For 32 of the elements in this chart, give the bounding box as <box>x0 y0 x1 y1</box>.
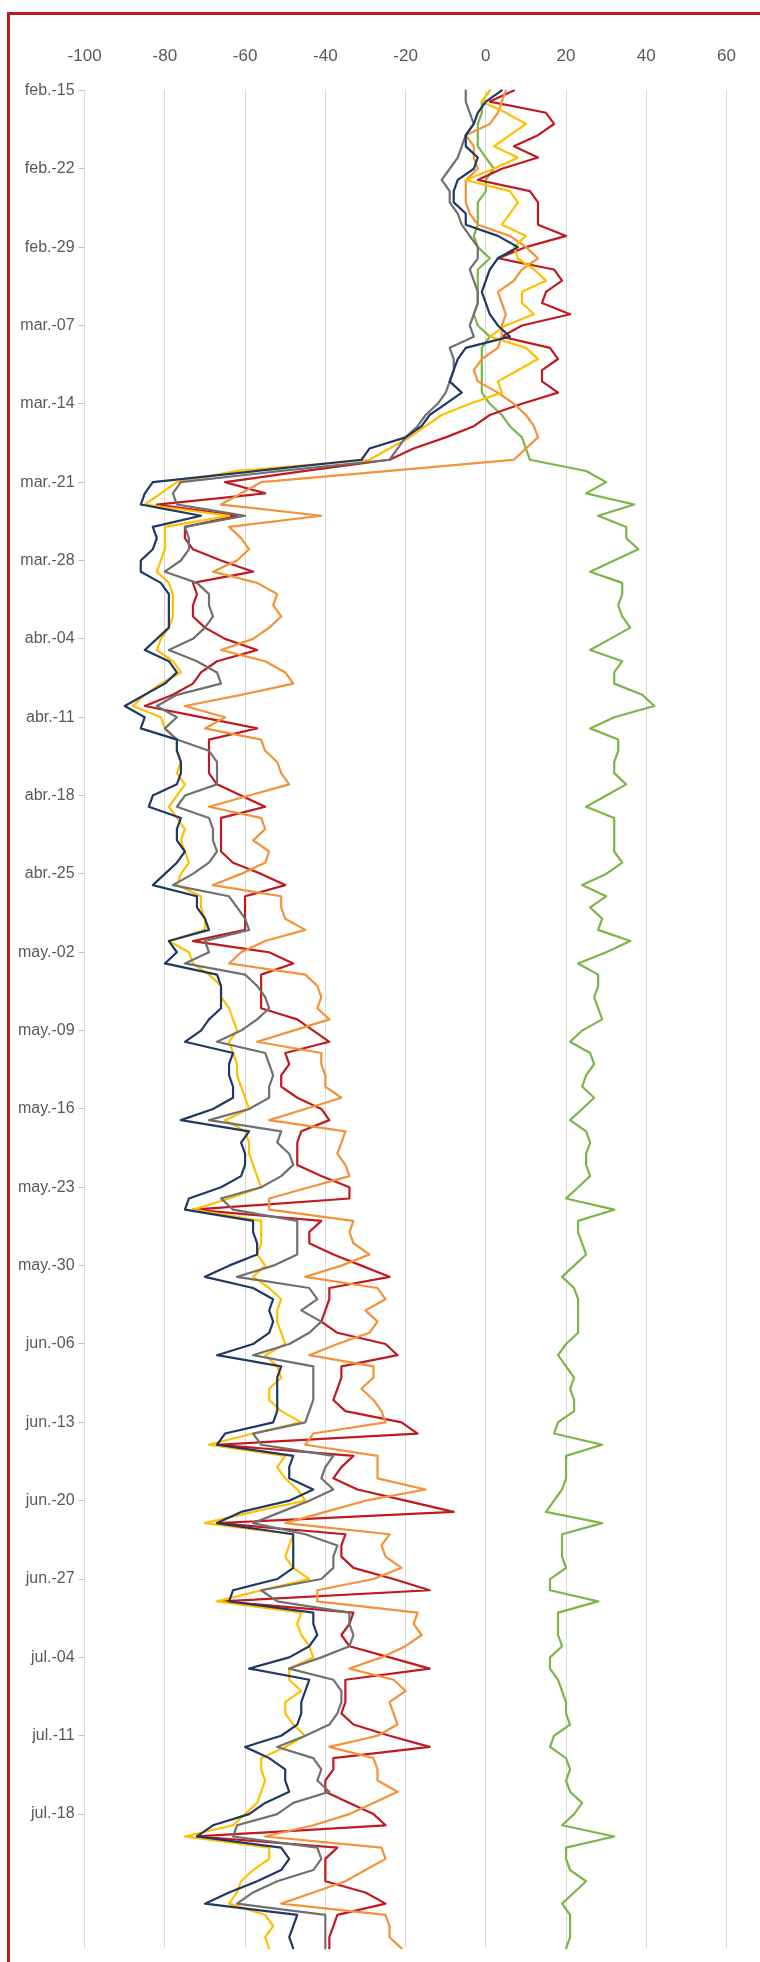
x-tick-label: 60 <box>717 45 737 65</box>
x-tick-label: -40 <box>313 45 338 65</box>
y-tick-label: may.-16 <box>18 1099 75 1117</box>
y-tick-label: feb.-15 <box>24 80 75 98</box>
y-tick-label: mar.-14 <box>20 394 75 412</box>
y-tick-label: feb.-22 <box>24 159 75 177</box>
y-tick-label: may.-23 <box>18 1177 75 1195</box>
y-tick-label: feb.-29 <box>24 237 75 255</box>
x-tick-label: 0 <box>481 45 491 65</box>
y-tick-label: may.-30 <box>18 1256 75 1274</box>
y-tick-label: jul.-18 <box>30 1804 75 1822</box>
y-tick-label: abr.-11 <box>25 707 75 725</box>
y-tick-label: jun.-06 <box>24 1334 75 1352</box>
y-tick-label: mar.-28 <box>20 550 75 568</box>
y-tick-label: abr.-25 <box>24 864 75 882</box>
x-tick-label: 40 <box>636 45 656 65</box>
x-tick-label: -100 <box>67 45 102 65</box>
y-tick-label: mar.-07 <box>20 315 75 333</box>
x-tick-label: 20 <box>556 45 576 65</box>
y-tick-label: jun.-27 <box>24 1569 75 1587</box>
x-tick-label: -20 <box>393 45 418 65</box>
y-tick-label: may.-09 <box>18 1021 75 1038</box>
x-tick-label: -60 <box>232 45 258 65</box>
y-tick-label: abr.-18 <box>24 785 75 803</box>
y-tick-label: mar.-21 <box>20 472 75 490</box>
x-tick-label: -80 <box>152 45 178 65</box>
y-tick-label: jul.-04 <box>30 1647 75 1665</box>
y-tick-label: may.-02 <box>18 942 75 960</box>
y-tick-label: jul.-11 <box>31 1726 75 1744</box>
y-tick-label: jun.-13 <box>24 1412 75 1430</box>
y-tick-label: abr.-04 <box>24 629 75 647</box>
y-tick-label: jun.-20 <box>24 1491 75 1509</box>
